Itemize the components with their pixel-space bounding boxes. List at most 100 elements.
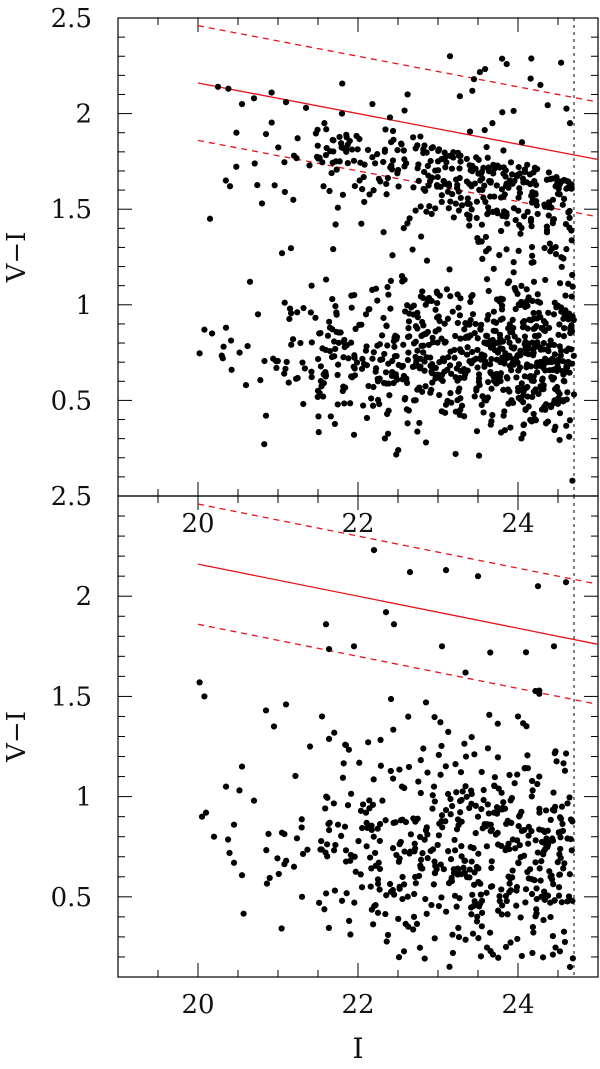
data-point <box>428 368 435 375</box>
data-point <box>332 221 339 228</box>
data-point <box>308 368 315 375</box>
data-point <box>442 763 449 770</box>
data-point <box>374 151 381 158</box>
data-point <box>528 259 535 266</box>
data-point <box>438 198 445 206</box>
upper-relation-line <box>197 503 599 585</box>
data-point <box>281 159 288 166</box>
data-point <box>420 349 427 356</box>
data-point <box>417 757 424 764</box>
data-point <box>282 701 290 708</box>
data-point <box>477 891 484 898</box>
data-point <box>464 321 471 328</box>
data-point <box>474 364 481 371</box>
data-point <box>380 379 388 387</box>
data-point <box>336 133 343 141</box>
data-point <box>332 303 339 310</box>
data-point <box>523 286 530 293</box>
data-point <box>346 917 353 924</box>
data-point <box>359 824 366 832</box>
data-point <box>469 930 477 937</box>
data-point <box>526 866 534 873</box>
data-point <box>371 902 378 910</box>
data-point <box>357 159 364 166</box>
data-point <box>517 230 524 237</box>
data-point <box>374 342 381 349</box>
data-point <box>558 263 565 271</box>
data-point <box>494 754 502 761</box>
data-point <box>559 358 567 365</box>
data-point <box>484 378 492 386</box>
data-point <box>403 375 410 382</box>
data-point <box>512 305 519 313</box>
data-point <box>424 769 431 776</box>
data-point <box>387 305 394 312</box>
data-point <box>511 177 518 185</box>
data-point <box>539 827 546 834</box>
data-point <box>359 186 366 193</box>
data-point <box>515 164 522 171</box>
y-tick-label: 1.5 <box>51 682 92 712</box>
data-point <box>459 788 466 795</box>
data-point <box>561 325 568 332</box>
data-point <box>570 352 577 359</box>
data-point <box>552 944 559 951</box>
data-point <box>417 789 424 797</box>
data-point <box>415 778 422 785</box>
data-point <box>334 361 342 368</box>
data-point <box>308 282 315 289</box>
data-point <box>550 789 557 796</box>
data-point <box>524 161 531 168</box>
data-point <box>196 679 203 686</box>
data-point <box>438 742 445 750</box>
data-point <box>376 400 383 408</box>
data-point <box>557 834 564 841</box>
data-point <box>227 337 235 344</box>
data-point <box>505 873 512 880</box>
data-point <box>383 892 390 899</box>
data-point <box>474 913 481 920</box>
data-point <box>366 805 373 812</box>
data-point <box>281 861 288 868</box>
data-point <box>333 311 340 318</box>
data-point <box>486 929 494 936</box>
data-point <box>343 134 350 141</box>
data-point <box>362 809 370 816</box>
data-point <box>510 107 517 115</box>
data-point <box>528 793 535 800</box>
data-point <box>461 740 468 747</box>
data-point <box>565 209 572 216</box>
data-point <box>358 884 366 891</box>
data-point <box>322 372 330 379</box>
relation-line <box>197 82 599 161</box>
data-point <box>482 233 490 241</box>
data-point <box>547 913 554 921</box>
data-point <box>414 142 421 149</box>
data-point <box>374 909 382 916</box>
data-point <box>322 890 330 897</box>
data-point <box>398 140 405 147</box>
data-point <box>306 162 313 169</box>
data-point <box>534 339 541 346</box>
data-point <box>500 170 507 177</box>
data-point <box>376 886 383 893</box>
data-point <box>490 308 497 315</box>
data-point <box>405 325 412 332</box>
data-point <box>347 400 354 407</box>
data-point <box>429 379 436 386</box>
data-point <box>424 162 431 170</box>
data-point <box>552 803 559 810</box>
data-point <box>325 735 333 743</box>
data-point <box>429 144 436 151</box>
data-point <box>403 406 410 413</box>
data-point <box>468 858 475 865</box>
data-point <box>516 842 523 849</box>
data-point <box>287 310 295 317</box>
data-point <box>377 178 384 185</box>
data-point <box>360 360 368 367</box>
data-point <box>383 180 390 188</box>
data-point <box>391 343 398 350</box>
data-point <box>342 741 349 748</box>
data-point <box>380 158 387 166</box>
y-axis-label: V−I <box>2 232 32 284</box>
